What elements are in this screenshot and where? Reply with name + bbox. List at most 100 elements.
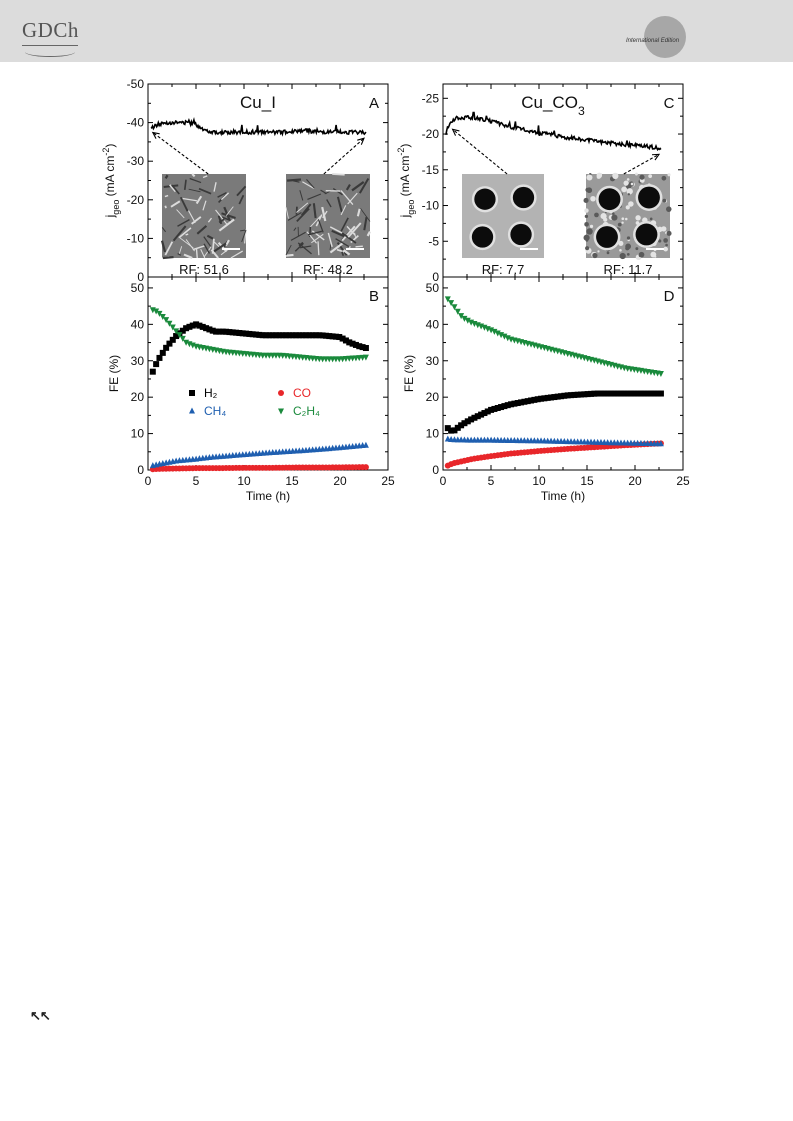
sem-grain (590, 196, 596, 202)
data-point-H2 (213, 328, 220, 335)
sem-texture-stroke (189, 177, 202, 184)
data-point-C2H4 (169, 324, 176, 331)
y-tick-label-A: -30 (127, 154, 145, 168)
sem-texture-stroke (341, 225, 356, 242)
sem-grain (626, 253, 630, 256)
sem-texture-stroke (285, 253, 294, 257)
y-tick-label-B: 40 (131, 317, 145, 331)
sem-grain (621, 217, 625, 221)
sem-texture-stroke (179, 227, 192, 238)
y-tick-label-D: 10 (426, 427, 440, 441)
sem-grain (623, 180, 629, 186)
sem-texture-stroke (183, 179, 187, 190)
data-point-H2 (454, 424, 461, 431)
series-C2H4-D (444, 296, 664, 377)
sem-texture-stroke (293, 180, 300, 183)
y-tick-label-D: 20 (426, 390, 440, 404)
data-point-C2H4 (657, 371, 664, 377)
data-point-CH4 (657, 440, 664, 447)
sem-texture-stroke (329, 242, 344, 254)
sem-grain (667, 173, 671, 177)
data-point-H2 (319, 332, 326, 339)
panel-title-A: Cu_I (240, 93, 276, 112)
sem-pore (596, 226, 618, 248)
data-point-H2 (329, 333, 336, 340)
sem-grain (585, 238, 589, 242)
sem-grain (624, 217, 628, 221)
data-point-H2 (206, 326, 213, 333)
sem-texture-stroke (347, 192, 358, 205)
sem-texture-stroke (225, 239, 230, 246)
sem-texture-stroke (164, 241, 174, 256)
data-point-H2 (601, 390, 608, 397)
series-CH4-D (444, 435, 664, 447)
data-point-H2 (226, 329, 233, 336)
y-axis-title-part: (mA cm (398, 156, 412, 200)
panel-label-A: A (369, 95, 379, 112)
data-point-H2 (236, 330, 243, 337)
sem-grain (594, 212, 599, 218)
data-point-H2 (299, 332, 306, 339)
data-point-H2 (597, 390, 604, 397)
data-point-H2 (223, 328, 230, 335)
sem-grain (635, 247, 639, 251)
y-axis-title-B: FE (%) (107, 355, 121, 392)
data-point-H2 (259, 332, 266, 339)
data-point-H2 (554, 393, 561, 400)
sem-texture-stroke (185, 233, 189, 236)
data-point-H2 (498, 404, 505, 411)
y-axis-title-part: j (103, 215, 117, 219)
data-point-H2 (326, 333, 333, 340)
data-point-H2 (203, 325, 210, 332)
sem-texture-stroke (206, 234, 214, 240)
rf-label-A-1: RF: 51.6 (179, 262, 229, 277)
data-point-H2 (578, 391, 584, 398)
panel-label-D: D (664, 288, 675, 305)
x-tick-label-B: 25 (381, 474, 395, 488)
sem-texture-stroke (296, 202, 309, 213)
rf-label-C-1: RF: 7.7 (482, 262, 525, 277)
data-point-H2 (163, 344, 170, 351)
data-point-H2 (216, 328, 223, 335)
sem-grain (658, 239, 662, 243)
sem-texture-stroke (223, 206, 231, 221)
data-point-H2 (451, 427, 458, 434)
sem-grain (663, 238, 668, 243)
data-point-H2 (581, 391, 588, 398)
sem-texture-stroke (225, 206, 234, 216)
sem-texture-stroke (311, 230, 325, 241)
inset-pointer-arrowhead (357, 137, 365, 145)
sem-texture-stroke (191, 216, 202, 225)
sem-grain (638, 251, 645, 258)
data-point-H2 (504, 402, 511, 409)
sem-pore (638, 186, 660, 209)
data-point-H2 (243, 330, 250, 337)
data-point-H2 (253, 331, 260, 338)
data-point-H2 (654, 390, 661, 397)
data-point-H2 (611, 390, 618, 397)
inset-pointer-arrow (452, 128, 508, 175)
sem-texture-stroke (191, 173, 196, 178)
data-point-H2 (637, 390, 644, 397)
data-point-H2 (183, 325, 190, 332)
sem-pore (471, 226, 494, 248)
y-axis-title-part: geo (111, 200, 121, 215)
sem-grain (585, 187, 590, 192)
y-tick-label-C: -5 (428, 234, 439, 248)
data-point-H2 (322, 332, 329, 339)
sem-texture-stroke (300, 203, 312, 216)
y-tick-label-A: 0 (137, 270, 144, 284)
data-point-H2 (651, 390, 658, 397)
y-tick-label-D: 30 (426, 354, 440, 368)
data-point-H2 (641, 390, 648, 397)
y-tick-label-B: 50 (131, 281, 145, 295)
y-axis-title-part: -2 (101, 148, 111, 156)
sem-texture-stroke (336, 196, 343, 213)
sem-texture-stroke (294, 242, 304, 252)
data-point-H2 (591, 390, 598, 397)
back-arrows-icon[interactable]: ↖↖ (30, 1008, 51, 1023)
sem-grain (586, 228, 593, 235)
sem-grain (584, 208, 589, 213)
data-point-H2 (508, 401, 515, 408)
